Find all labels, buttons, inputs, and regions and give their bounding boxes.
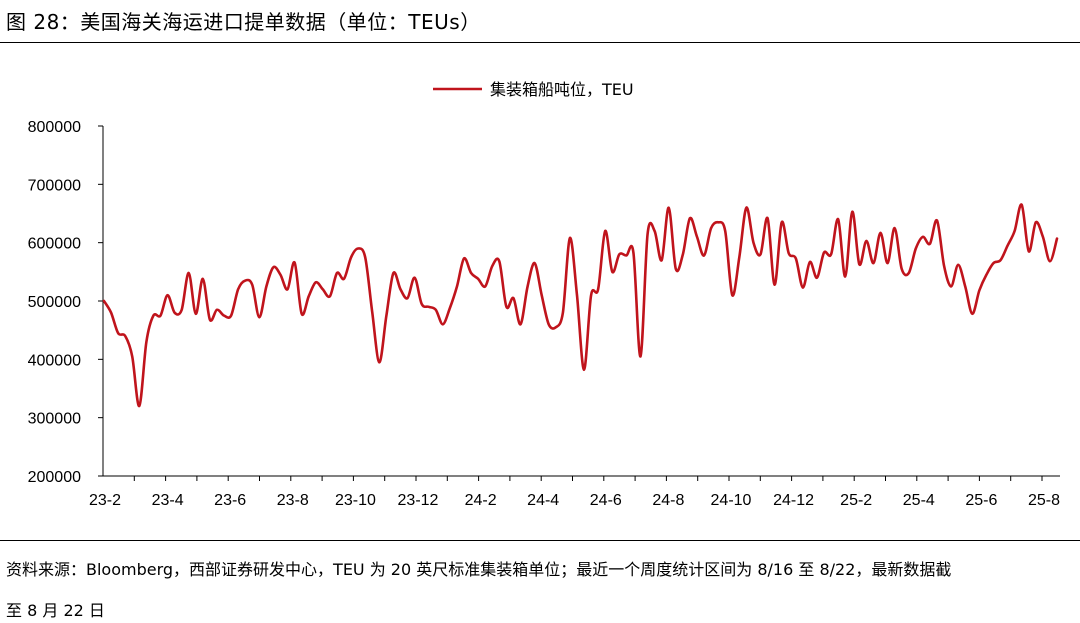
x-tick-label: 24-8 [652,492,684,509]
source-note: 资料来源：Bloomberg，西部证券研发中心，TEU 为 20 英尺标准集装箱… [6,560,952,579]
x-tick-label: 25-4 [903,492,935,509]
x-tick-label: 24-4 [527,492,559,509]
y-axis-ticks: 200000 300000 400000 500000 600000 700000 8000… [28,119,103,486]
y-tick-label: 600000 [28,236,81,253]
y-tick-label: 500000 [28,294,81,311]
x-tick-label: 24-12 [773,492,814,509]
line-chart: 集装箱船吨位，TEU 200000 300000 400000 500000 60000… [28,80,1061,509]
x-tick-label: 23-2 [89,492,121,509]
figure-title: 图 28：美国海关海运进口提单数据（单位：TEUs） [6,10,481,34]
y-tick-label: 400000 [28,352,81,369]
x-axis-ticks: 23-2 23-4 23-6 23-8 23-10 23-12 24-2 24-4 24-6 24… [89,476,1060,509]
x-tick-label: 23-4 [152,492,184,509]
y-tick-label: 700000 [28,177,81,194]
x-tick-label: 25-8 [1028,492,1060,509]
x-tick-label: 24-10 [711,492,752,509]
y-tick-label: 200000 [28,469,81,486]
x-tick-label: 25-6 [965,492,997,509]
x-tick-label: 23-12 [398,492,439,509]
x-tick-label: 23-8 [277,492,309,509]
source-note-continued: 至 8 月 22 日 [6,601,105,620]
x-tick-label: 24-6 [590,492,622,509]
source-rule [0,540,1080,541]
y-tick-label: 800000 [28,119,81,136]
x-tick-label: 25-2 [840,492,872,509]
legend: 集装箱船吨位，TEU [433,80,634,99]
axes [102,126,1060,477]
y-tick-label: 300000 [28,411,81,428]
legend-label: 集装箱船吨位，TEU [490,80,634,99]
title-rule [0,42,1080,43]
x-tick-label: 23-6 [214,492,246,509]
x-tick-label: 24-2 [465,492,497,509]
x-tick-label: 23-10 [335,492,376,509]
series-line [102,203,1059,408]
